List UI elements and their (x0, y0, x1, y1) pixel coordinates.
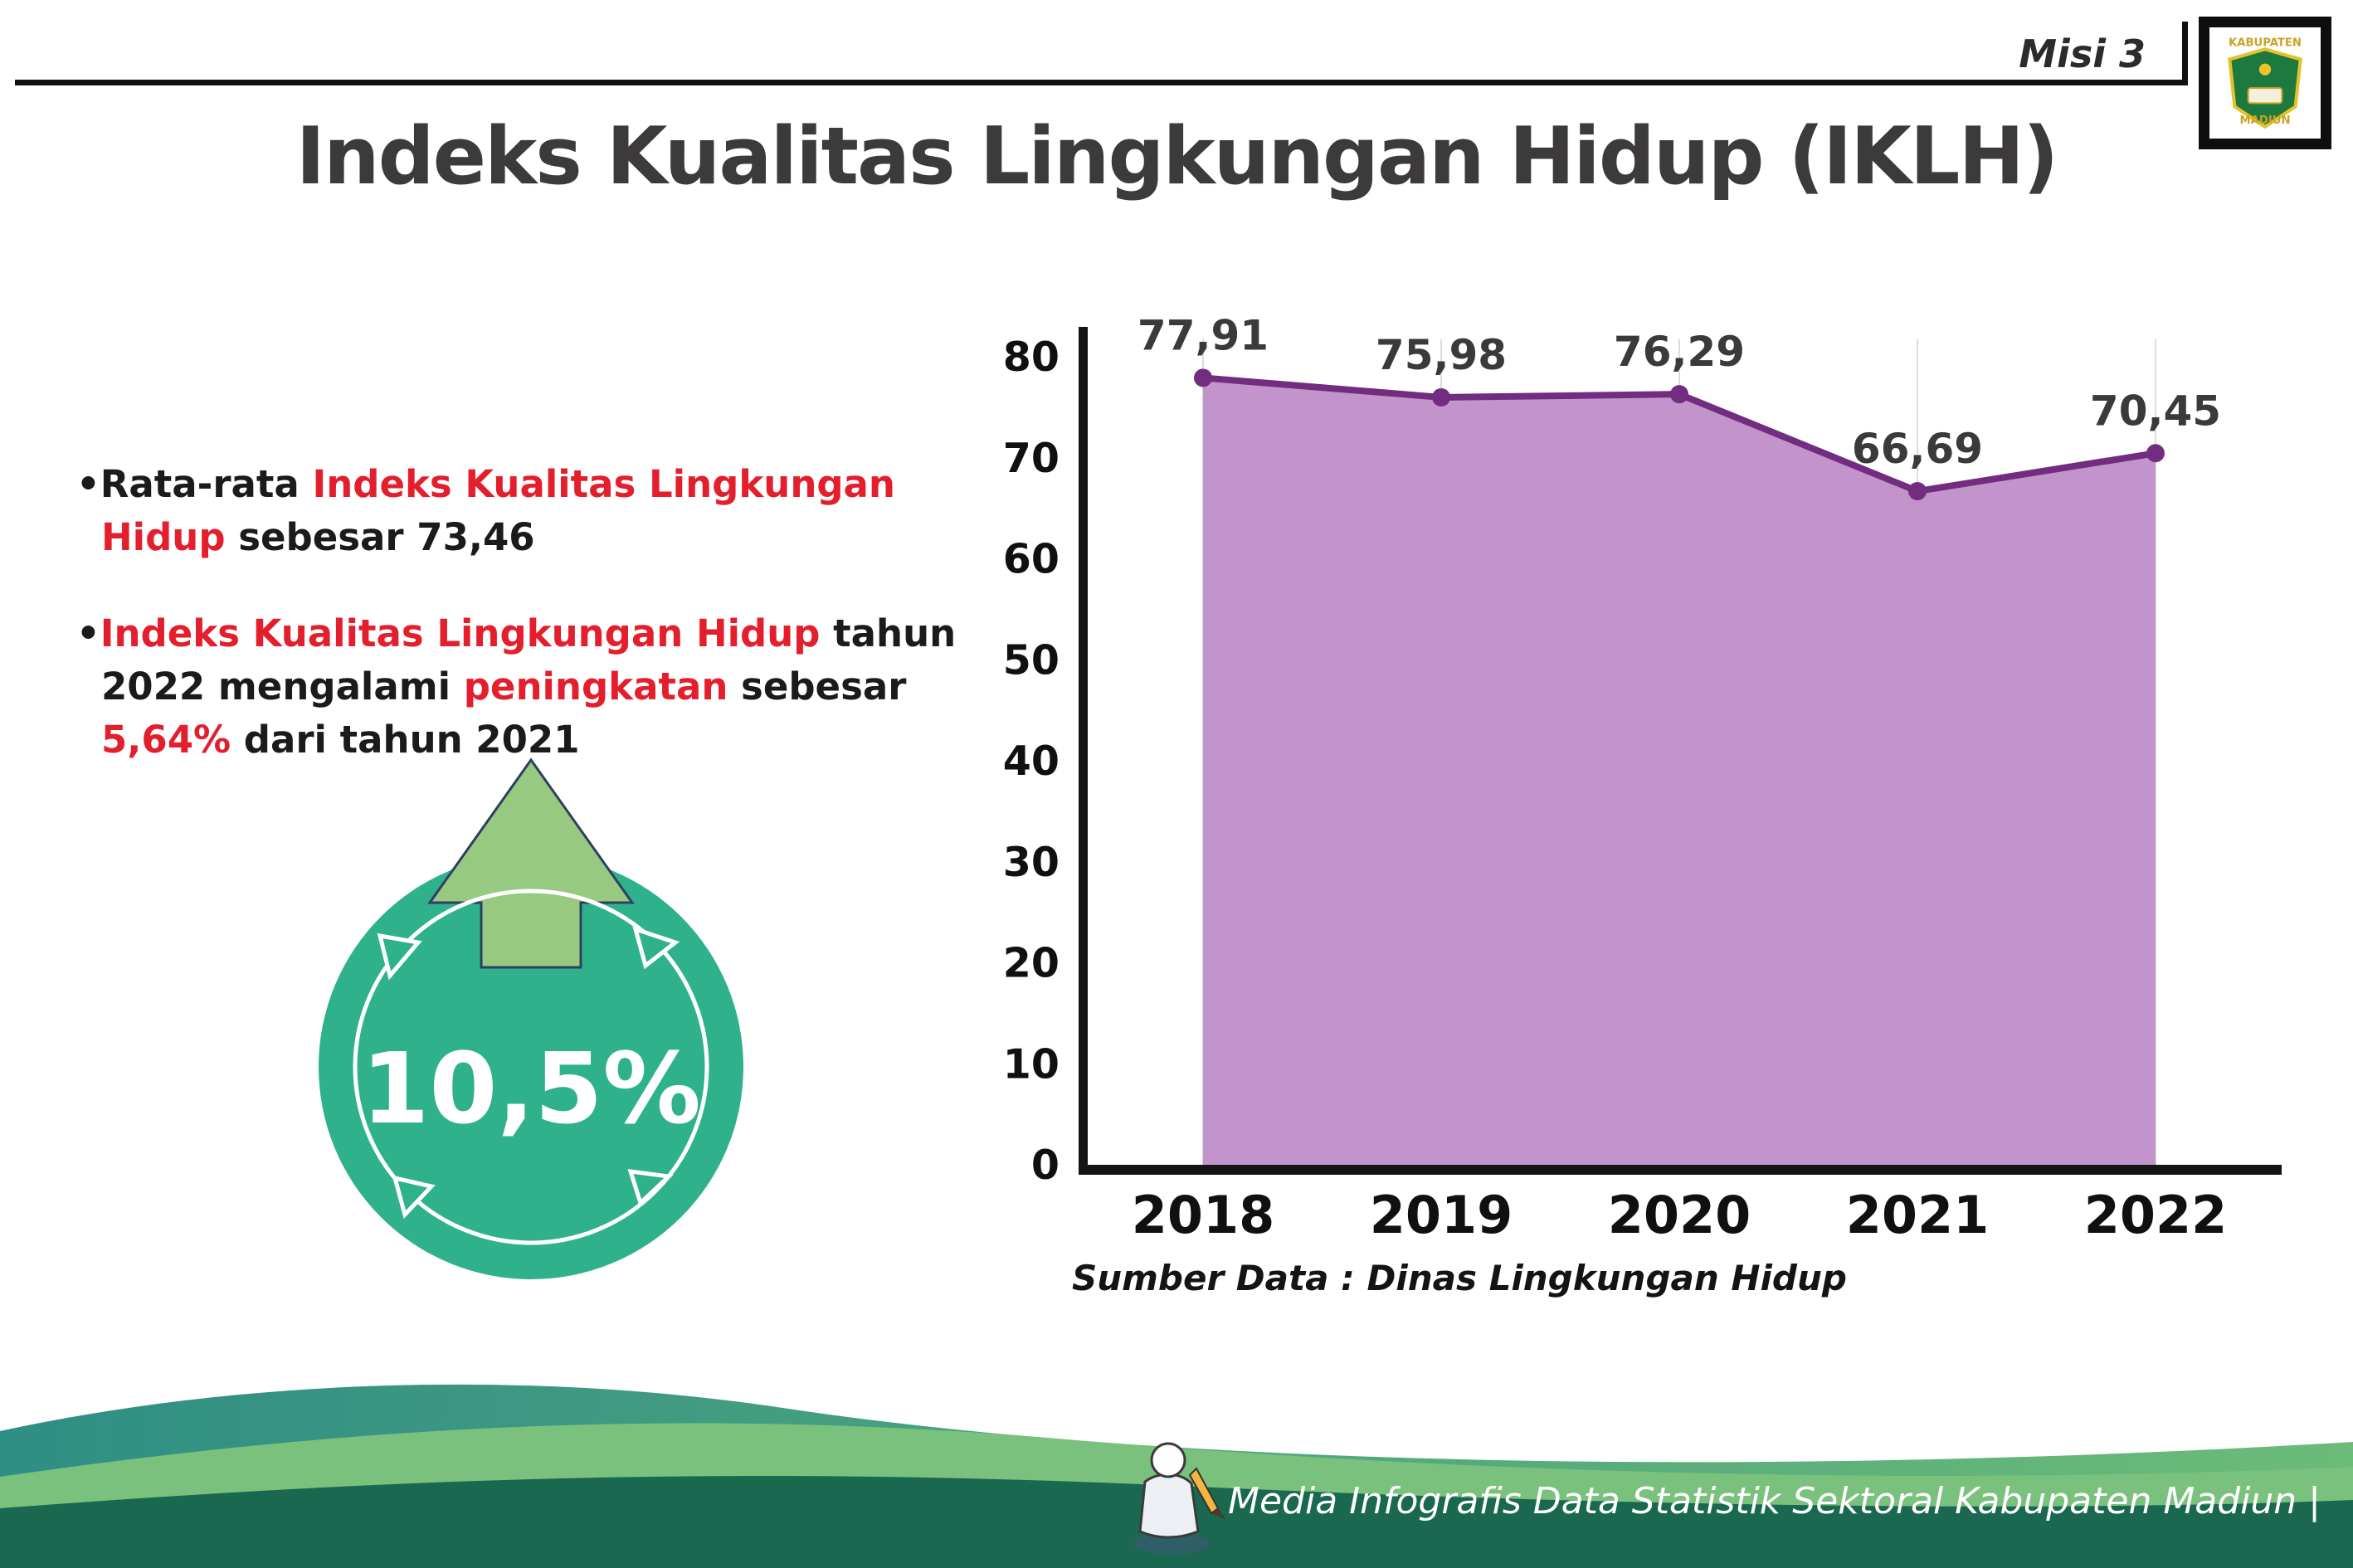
badge-triangle-icon (377, 933, 422, 981)
badge-triangle-icon (392, 1175, 436, 1219)
value-label: 77,91 (1138, 311, 1269, 359)
x-axis (1079, 1165, 2282, 1175)
x-tick-label: 2021 (1846, 1185, 1990, 1245)
bullet-increase-2022: •Indeks Kualitas Lingkungan Hidup tahun … (76, 607, 1018, 767)
header-rule-vertical (2182, 22, 2188, 85)
footer-caption: Media Infografis Data Statistik Sektoral… (1228, 1480, 2321, 1522)
bullet-average-iklh: •Rata-rata Indeks Kualitas Lingkungan Hi… (76, 458, 1018, 564)
bullet2-text2: sebesar (728, 664, 907, 709)
y-tick-label: 80 (1003, 334, 1060, 381)
mascot-icon (1133, 1442, 1226, 1555)
x-tick-label: 2019 (1370, 1185, 1513, 1245)
data-point (1432, 387, 1450, 407)
data-point (1194, 368, 1212, 387)
y-tick-label: 70 (1003, 435, 1060, 482)
y-axis (1079, 327, 1088, 1173)
x-tick-label: 2022 (2084, 1185, 2228, 1245)
logo-text-bottom: MADIUN (2240, 114, 2291, 127)
y-tick-label: 20 (1003, 940, 1060, 987)
badge-triangle-icon (627, 1169, 674, 1207)
bullet2-highlight1: Indeks Kualitas Lingkungan Hidup (100, 611, 821, 655)
bullet1-text: Rata-rata (100, 462, 313, 506)
logo-text-top: KABUPATEN (2229, 37, 2302, 49)
data-point (1670, 385, 1688, 404)
badge-percentage: 10,5% (361, 1031, 700, 1146)
mascot-body (1138, 1473, 1200, 1539)
bullet-dot: • (76, 611, 100, 655)
value-label: 75,98 (1376, 331, 1507, 379)
pencil-tip (1211, 1508, 1226, 1520)
area-fill (1203, 377, 2156, 1165)
iklh-chart: 77,91 75,98 76,29 66,69 70,45 0 10 20 30 40 50 60 70… (1003, 311, 2282, 1245)
mascot-head (1150, 1442, 1186, 1478)
shield-banner (2247, 87, 2283, 105)
value-label: 66,69 (1852, 425, 1983, 473)
y-tick-label: 50 (1003, 636, 1060, 684)
value-label: 70,45 (2090, 387, 2221, 435)
bullet2-text3: dari tahun 2021 (231, 717, 580, 762)
y-tick-label: 40 (1003, 738, 1060, 785)
y-tick-label: 30 (1003, 839, 1060, 886)
y-tick-label: 60 (1003, 536, 1060, 583)
page-title: Indeks Kualitas Lingkungan Hidup (IKLH) (295, 111, 2059, 202)
shield-star-icon (2258, 63, 2272, 75)
bullet2-text1: tahun 2022 mengalami (101, 611, 957, 709)
y-tick-label: 0 (1031, 1142, 1060, 1189)
x-tick-label: 2018 (1132, 1185, 1275, 1245)
mascot-base (1133, 1531, 1210, 1555)
coat-of-arms-icon: KABUPATEN MADIUN (2228, 37, 2302, 129)
value-label: 76,29 (1614, 328, 1745, 376)
logo-inner: KABUPATEN MADIUN (2209, 27, 2321, 139)
bullet2-highlight2: peningkatan (463, 664, 728, 709)
data-source-label: Sumber Data : Dinas Lingkungan Hidup (1072, 1258, 1847, 1298)
key-points: •Rata-rata Indeks Kualitas Lingkungan Hi… (76, 458, 1018, 809)
header-rule (15, 80, 2182, 85)
kabupaten-madiun-logo: KABUPATEN MADIUN (2199, 17, 2331, 149)
badge-triangle-icon (632, 926, 680, 970)
misi-label: Misi 3 (2019, 32, 2146, 76)
x-tick-label: 2020 (1608, 1185, 1751, 1245)
badge-ring (353, 889, 709, 1245)
data-point (1908, 482, 1927, 501)
increase-badge: 10,5% (319, 757, 743, 1279)
bullet1-value: sebesar 73,46 (225, 514, 535, 559)
data-point (2146, 444, 2165, 463)
y-tick-label: 10 (1003, 1040, 1060, 1088)
bullet1-highlight: Indeks Kualitas Lingkungan Hidup (101, 462, 895, 559)
up-arrow-icon (427, 757, 635, 969)
bullet2-highlight3: 5,64% (101, 717, 231, 762)
bullet-dot: • (76, 462, 100, 506)
